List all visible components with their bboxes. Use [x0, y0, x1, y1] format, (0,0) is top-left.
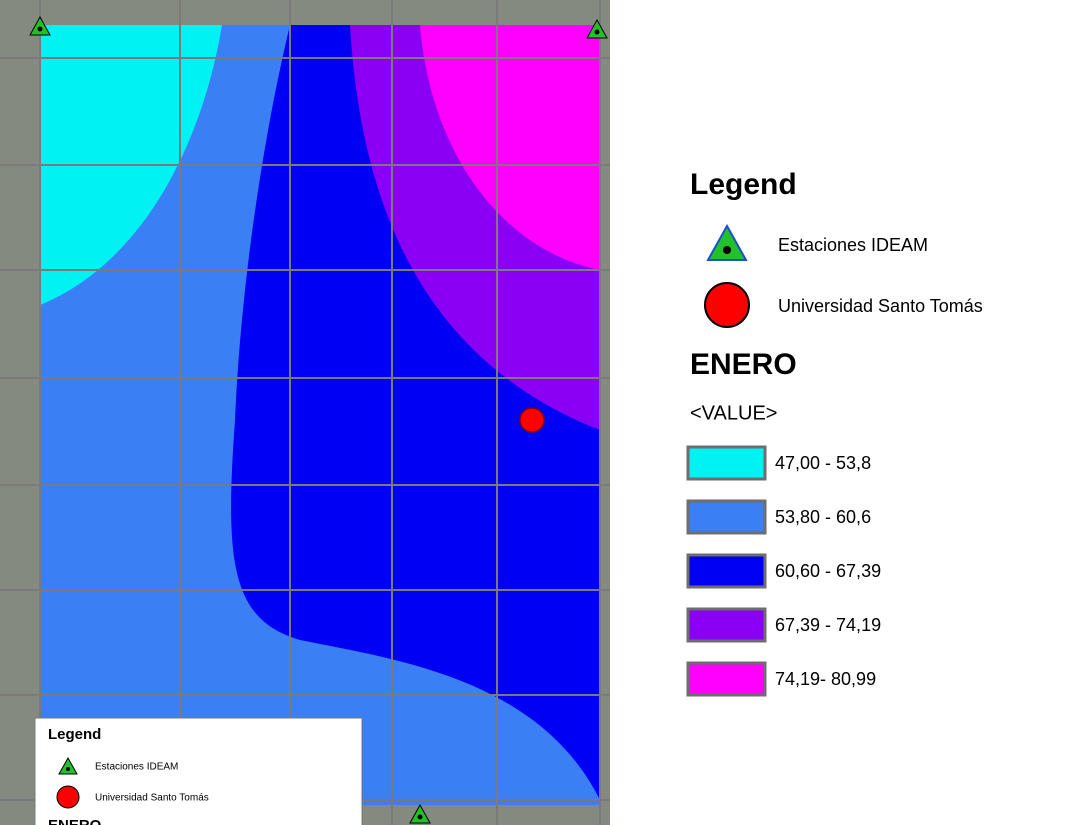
- legend-field: <VALUE>: [690, 402, 777, 424]
- legend-label: Estaciones IDEAM: [778, 235, 928, 255]
- inset-legend-label: Estaciones IDEAM: [95, 762, 178, 773]
- zone: [420, 25, 600, 270]
- legend-swatch: [686, 445, 767, 481]
- inset-legend-title: Legend: [48, 726, 101, 743]
- legend-class-label: 60,60 - 67,39: [775, 561, 881, 581]
- legend-label: Universidad Santo Tomás: [778, 296, 983, 316]
- stations: [29, 15, 608, 824]
- legend-swatch: [686, 607, 767, 643]
- graticule: [0, 0, 610, 825]
- university-marker: [519, 407, 545, 433]
- inset-legend-label: Universidad Santo Tomás: [95, 793, 209, 804]
- legend-class-label: 74,19- 80,99: [775, 669, 876, 689]
- legend-swatch: [686, 661, 767, 697]
- legend-class-label: 53,80 - 60,6: [775, 507, 871, 527]
- inset-legend-layer: ENERO: [48, 817, 102, 825]
- legend-swatch: [686, 553, 767, 589]
- legend: Legend Estaciones IDEAM Universidad Sant…: [686, 168, 983, 697]
- legend-swatch: [686, 499, 767, 535]
- legend-class-label: 67,39 - 74,19: [775, 615, 881, 635]
- legend-class-label: 47,00 - 53,8: [775, 453, 871, 473]
- inset-legend: Legend Estaciones IDEAM Universidad Sant…: [34, 717, 363, 825]
- legend-layer: ENERO: [690, 348, 797, 381]
- legend-title: Legend: [690, 168, 797, 201]
- interpolation-zones: [40, 25, 600, 805]
